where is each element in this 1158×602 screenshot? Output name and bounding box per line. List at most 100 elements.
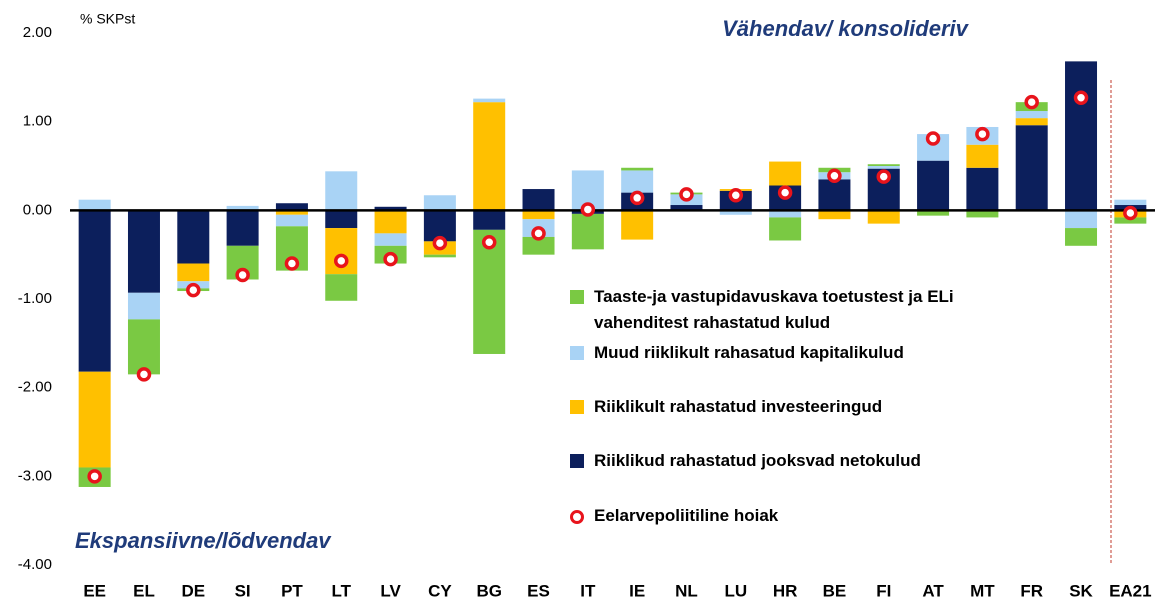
bar-segment: [522, 189, 555, 211]
legend-label: Riiklikult rahastatud investeeringud: [594, 397, 883, 416]
annotation: Ekspansiivne/lõdvendav: [75, 528, 332, 553]
bar-segment: [325, 171, 358, 211]
legend-swatch: [570, 454, 584, 468]
bar-segment: [374, 206, 407, 211]
x-tick-label: LT: [331, 581, 351, 600]
bar-segment: [867, 210, 900, 224]
bar-segment: [818, 179, 851, 211]
bar-segment: [127, 319, 160, 375]
legend-label: Muud riiklikult rahasatud kapitalikulud: [594, 343, 904, 362]
x-tick-label: AT: [922, 581, 944, 600]
y-tick-label: 1.00: [23, 113, 52, 130]
bar-segment: [423, 254, 456, 258]
bar-segment: [769, 210, 802, 218]
legend-swatch: [570, 510, 584, 524]
y-tick-label: -1.00: [18, 290, 52, 307]
bar-segment: [769, 217, 802, 241]
x-tick-label: NL: [675, 581, 698, 600]
x-tick-label: EE: [83, 581, 106, 600]
stance-marker: [629, 190, 645, 206]
stance-marker: [284, 256, 300, 271]
x-tick-label: BE: [823, 581, 847, 600]
bar-segment: [226, 205, 259, 211]
stance-marker: [1073, 90, 1089, 105]
legend-item: Riiklikud rahastatud jooksvad netokulud: [570, 448, 1050, 474]
annotation: Vähendav/ konsolideriv: [722, 16, 970, 41]
stance-marker: [87, 469, 102, 484]
bar-segment: [966, 210, 999, 218]
bar-segment: [473, 98, 506, 103]
bar-segment: [1114, 217, 1147, 224]
bar-segment: [473, 102, 506, 211]
stance-marker: [580, 202, 596, 217]
stance-marker: [1123, 205, 1138, 221]
x-tick-label: MT: [970, 581, 995, 600]
bar-segment: [127, 210, 160, 293]
stance-marker: [186, 282, 201, 298]
x-tick-label: CY: [428, 581, 452, 600]
legend-label: Eelarvepoliitiline hoiak: [594, 506, 779, 525]
x-tick-label: LU: [724, 581, 747, 600]
bar-segment: [670, 205, 703, 211]
y-axis-label: % SKPst: [80, 11, 135, 27]
bar-segment: [374, 233, 407, 246]
x-tick-label: IT: [580, 581, 596, 600]
legend-label: Taaste-ja vastupidavuskava toetustest ja…: [594, 287, 954, 332]
legend-item: Taaste-ja vastupidavuskava toetustest ja…: [570, 284, 1050, 336]
stance-marker: [1024, 94, 1039, 110]
bar-segment: [226, 210, 259, 246]
bar-segment: [78, 210, 111, 372]
bar-segment: [522, 210, 555, 220]
bar-segment: [1065, 61, 1098, 211]
bar-segment: [275, 203, 308, 211]
bar-segment: [78, 199, 111, 211]
stance-marker: [235, 267, 250, 283]
bar-segment: [621, 210, 654, 240]
legend-item: Muud riiklikult rahasatud kapitalikulud: [570, 340, 1050, 366]
bar-segment: [621, 170, 654, 193]
bar-segment: [473, 210, 506, 230]
x-tick-label: EA21: [1109, 581, 1152, 600]
bar-segment: [1065, 228, 1098, 246]
bar-segment: [325, 274, 358, 301]
stance-marker: [827, 168, 842, 184]
x-tick-label: LV: [380, 581, 401, 600]
legend-swatch: [570, 346, 584, 360]
stance-marker: [531, 226, 546, 241]
bar-segment: [966, 144, 999, 168]
bar-segment: [966, 167, 999, 211]
x-tick-label: FR: [1020, 581, 1043, 600]
bar-segment: [917, 160, 950, 211]
bar-segment: [1015, 125, 1048, 211]
bar-segment: [423, 195, 456, 211]
legend-label: Riiklikud rahastatud jooksvad netokulud: [594, 451, 921, 470]
bar-segment: [127, 292, 160, 320]
bar-segment: [867, 164, 900, 166]
bar-segment: [1114, 199, 1147, 206]
stance-marker: [975, 126, 990, 142]
x-tick-label: SI: [235, 581, 251, 600]
bar-segment: [719, 210, 752, 215]
stance-marker: [679, 187, 694, 202]
bar-segment: [1015, 118, 1048, 126]
stance-marker: [777, 185, 793, 200]
bar-segment: [473, 229, 506, 354]
legend-swatch: [570, 290, 584, 304]
bar-segment: [275, 214, 308, 227]
x-tick-label: DE: [181, 581, 205, 600]
bar-segment: [78, 371, 111, 468]
x-tick-label: BG: [476, 581, 502, 600]
y-tick-label: -2.00: [18, 379, 52, 396]
bar-segment: [374, 210, 407, 234]
bar-segment: [769, 161, 802, 186]
bar-segment: [1015, 111, 1048, 119]
x-tick-label: ES: [527, 581, 550, 600]
stance-marker: [925, 131, 941, 146]
x-tick-label: HR: [773, 581, 798, 600]
bar-segment: [275, 210, 308, 215]
y-tick-label: -3.00: [18, 467, 52, 484]
bar-segment: [522, 236, 555, 255]
stance-marker: [383, 251, 398, 267]
x-tick-label: SK: [1069, 581, 1093, 600]
